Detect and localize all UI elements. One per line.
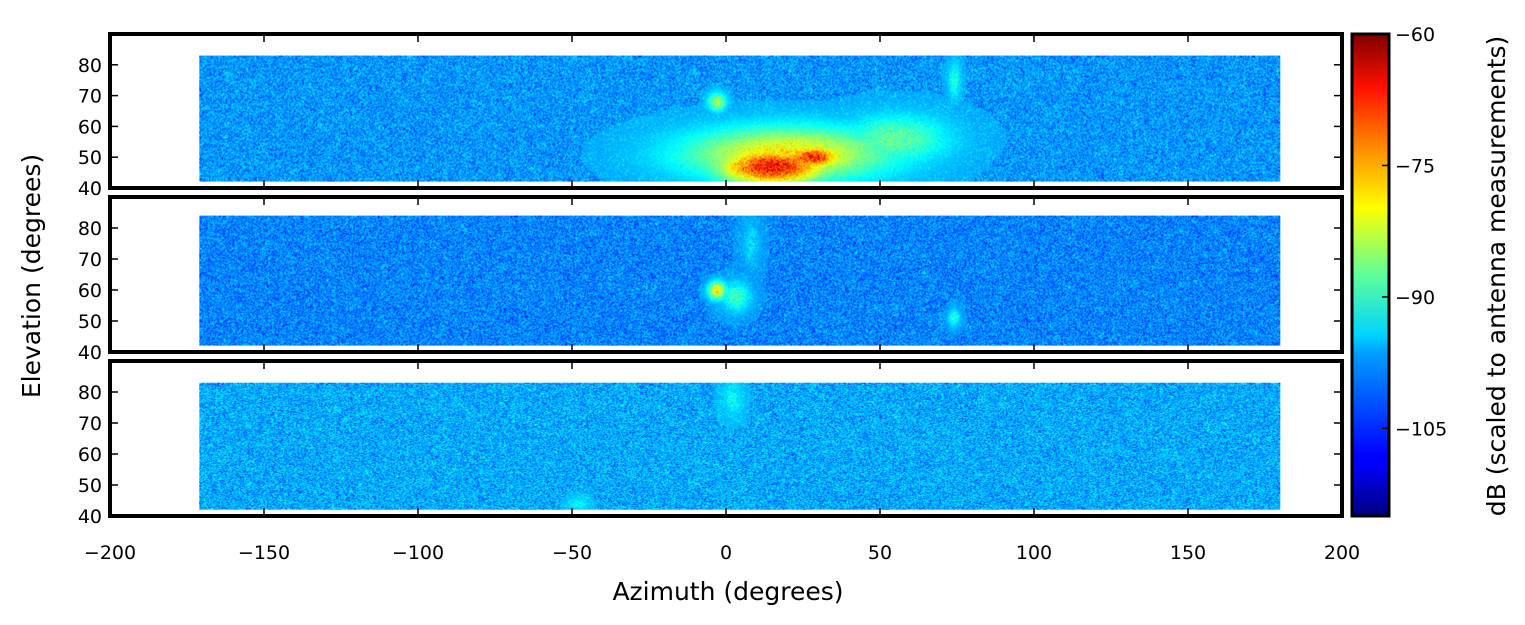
x-tick-label: 150: [1170, 542, 1206, 564]
x-tick-label: −100: [392, 542, 444, 564]
colorbar-tick-label: −75: [1395, 155, 1435, 177]
y-tick-label: 80: [78, 382, 102, 404]
x-tick-label: 200: [1324, 542, 1360, 564]
colorbar-ticks: −60 −75 −90 −105: [1382, 24, 1447, 440]
x-axis-label: Azimuth (degrees): [612, 577, 843, 606]
colorbar-frame: [1350, 32, 1391, 518]
x-tick-label: 50: [868, 542, 892, 564]
x-tick-label: −150: [238, 542, 290, 564]
y-tick-label: 60: [78, 444, 102, 466]
x-tick-label: 0: [720, 542, 732, 564]
x-axis: −200 −150 −100 −50 0 50 100 150 200: [84, 542, 1360, 564]
panel-3: [108, 359, 1344, 518]
x-tick-label: −200: [84, 542, 136, 564]
y-tick-label: 40: [78, 342, 102, 364]
panel-3-heatmap: [199, 382, 1281, 510]
y-tick-label: 40: [78, 178, 102, 200]
y-tick-label: 60: [78, 116, 102, 138]
colorbar: −60 −75 −90 −105: [1350, 24, 1447, 518]
y-tick-label: 50: [78, 475, 102, 497]
y-tick-label: 80: [78, 55, 102, 77]
panel-2-heatmap: [199, 215, 1281, 346]
panel-3-y-axis: 40 50 60 70 80: [78, 382, 1342, 528]
colorbar-label: dB (scaled to antenna measurements): [1482, 36, 1511, 517]
colorbar-tick-label: −105: [1395, 418, 1447, 440]
y-tick-label: 50: [78, 311, 102, 333]
y-tick-label: 50: [78, 147, 102, 169]
panel-1-y-axis: 40 50 60 70 80: [78, 55, 1342, 200]
heatmap-panels: [108, 32, 1344, 518]
y-tick-label: 40: [78, 506, 102, 528]
x-tick-label: −50: [552, 542, 592, 564]
y-tick-label: 70: [78, 413, 102, 435]
x-tick-label: 100: [1016, 542, 1052, 564]
y-axis-label: Elevation (degrees): [17, 154, 46, 398]
y-tick-label: 70: [78, 249, 102, 271]
panel-2-y-axis: 40 50 60 70 80: [78, 218, 1342, 364]
y-tick-label: 80: [78, 218, 102, 240]
colorbar-gradient: [1352, 34, 1389, 516]
colorbar-tick-label: −90: [1395, 287, 1435, 309]
y-tick-label: 60: [78, 280, 102, 302]
y-axes: 40 50 60 70 80 40 50 60 70 80 40 50 60 70 80: [78, 55, 1342, 528]
y-tick-label: 70: [78, 86, 102, 108]
panel-1-heatmap: [199, 55, 1281, 182]
panel-2: [108, 195, 1344, 354]
colorbar-tick-label: −60: [1395, 24, 1435, 46]
panel-1: [108, 32, 1344, 190]
